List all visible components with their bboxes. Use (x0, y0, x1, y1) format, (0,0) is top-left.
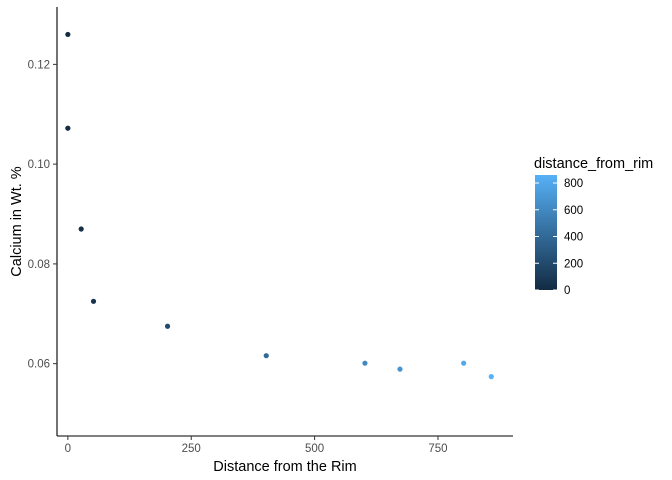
data-point (78, 226, 84, 232)
data-point (65, 31, 71, 38)
legend-colorbar (535, 175, 557, 290)
x-tick-label: 0 (65, 443, 71, 455)
y-tick-label: 0.12 (28, 59, 50, 71)
data-point (362, 360, 368, 366)
x-tick-label: 500 (305, 443, 324, 455)
y-axis-title: Calcium in Wt. % (9, 166, 25, 276)
data-point (65, 125, 71, 131)
color-legend: distance_from_rim 0 200 400 600 800 (534, 156, 653, 297)
data-point (90, 298, 97, 304)
x-axis-title: Distance from the Rim (213, 459, 356, 475)
y-tick-label: 0.10 (28, 159, 50, 171)
x-tick-label: 750 (428, 443, 447, 455)
data-point (488, 374, 494, 380)
y-tick-label: 0.06 (28, 359, 50, 371)
legend-tick-label: 800 (564, 178, 583, 190)
legend-title: distance_from_rim (534, 156, 653, 172)
data-point (461, 360, 467, 366)
x-tick-label: 250 (182, 443, 201, 455)
y-tick-label: 0.08 (28, 259, 50, 271)
data-point (164, 323, 171, 329)
legend-tick-label: 0 (564, 285, 570, 297)
legend-tick-label: 200 (564, 258, 583, 270)
data-point (263, 353, 269, 359)
data-point (397, 366, 403, 372)
legend-tick-label: 400 (564, 232, 583, 244)
legend-tick-label: 600 (564, 205, 583, 217)
